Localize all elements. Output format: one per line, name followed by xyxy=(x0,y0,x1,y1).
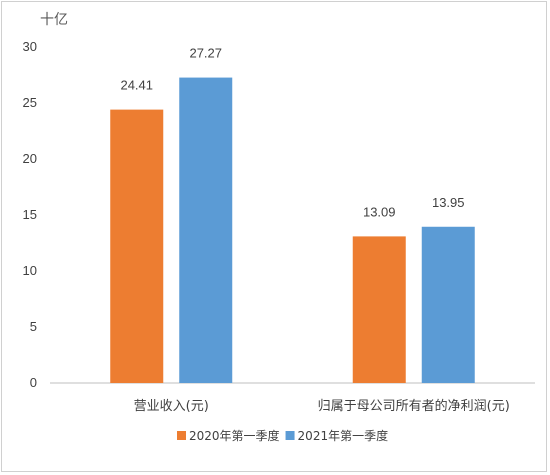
y-tick-label: 5 xyxy=(30,319,37,334)
bar xyxy=(421,226,475,383)
y-axis-ticks: 0 5 10 15 20 25 30 xyxy=(23,39,37,390)
y-tick-label: 20 xyxy=(23,151,37,166)
legend-entry: 2020年第一季度 xyxy=(189,428,280,443)
category-label: 营业收入(元) xyxy=(134,399,209,414)
data-label: 27.27 xyxy=(189,46,222,61)
y-tick-label: 0 xyxy=(30,375,37,390)
legend-entry: 2021年第一季度 xyxy=(298,428,389,443)
category-label: 归属于母公司所有者的净利润(元) xyxy=(318,398,510,414)
category-labels: 营业收入(元) 归属于母公司所有者的净利润(元) xyxy=(134,398,510,414)
bar xyxy=(352,236,406,383)
legend-swatch xyxy=(177,431,186,440)
bars xyxy=(110,77,475,384)
legend: 2020年第一季度 2021年第一季度 xyxy=(177,428,388,443)
y-tick-label: 15 xyxy=(23,207,37,222)
data-labels: 24.41 27.27 13.09 13.95 xyxy=(120,46,464,220)
bar xyxy=(179,77,233,384)
data-label: 13.09 xyxy=(363,204,396,219)
y-tick-label: 25 xyxy=(23,95,37,110)
legend-swatch xyxy=(285,431,295,440)
y-tick-label: 30 xyxy=(23,39,37,54)
y-tick-label: 10 xyxy=(23,263,37,278)
data-label: 13.95 xyxy=(432,195,465,210)
unit-label: 十亿 xyxy=(40,12,68,28)
data-label: 24.41 xyxy=(120,78,153,93)
bar xyxy=(110,109,164,383)
